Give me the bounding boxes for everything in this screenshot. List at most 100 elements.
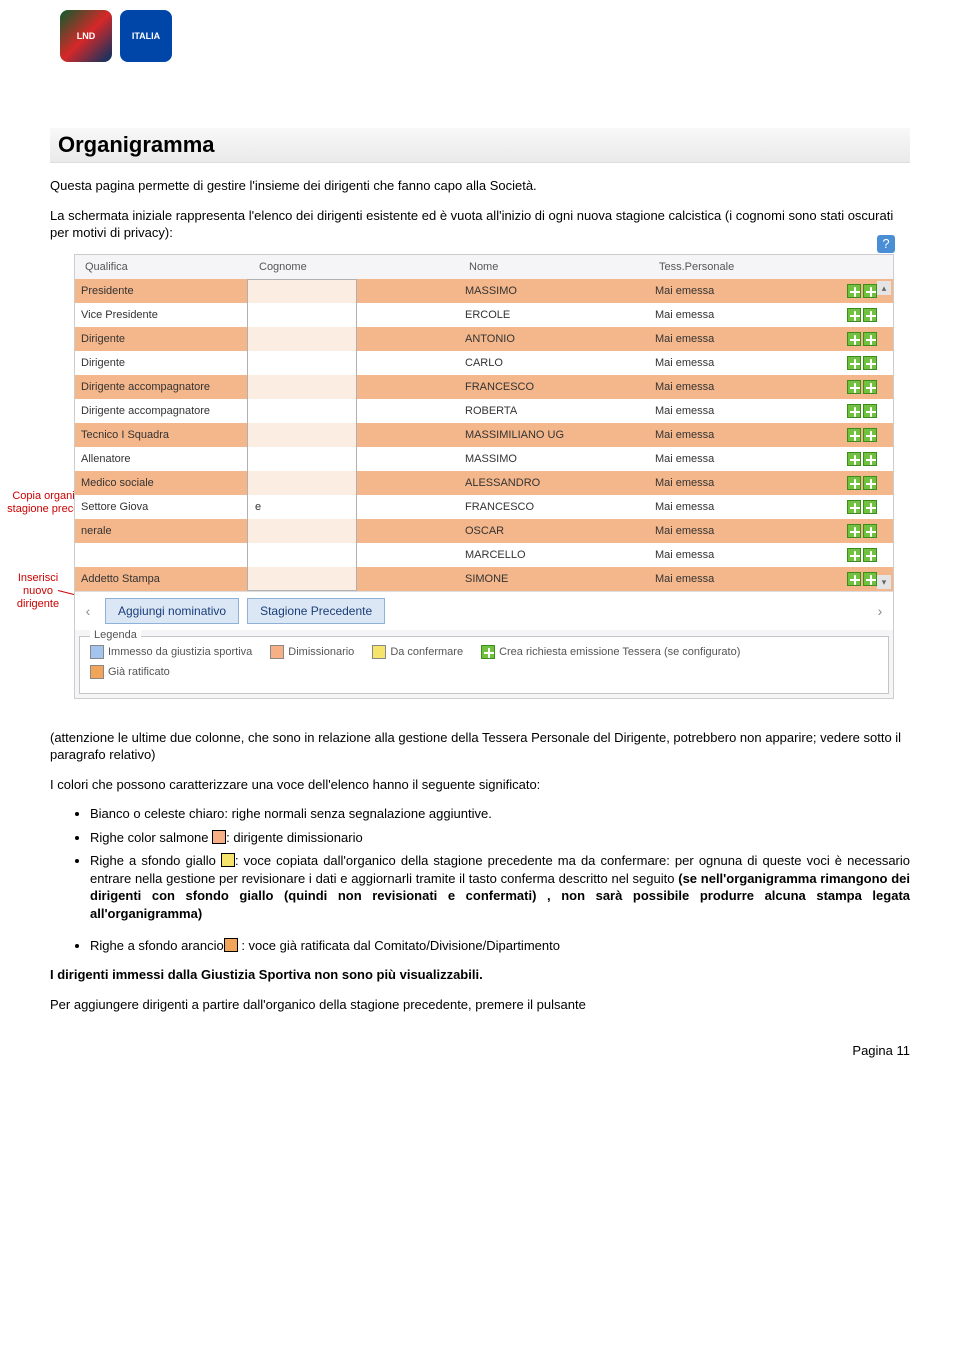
plus-icon[interactable] [863, 524, 877, 538]
plus-icon[interactable] [847, 404, 861, 418]
table-row[interactable]: Vice PresidenteERCOLEMai emessa [75, 303, 893, 327]
plus-icon[interactable] [847, 332, 861, 346]
table-row[interactable]: Settore GiovaeFRANCESCOMai emessa [75, 495, 893, 519]
table-row[interactable]: Dirigente accompagnatoreFRANCESCOMai eme… [75, 375, 893, 399]
intro-1: Questa pagina permette di gestire l'insi… [50, 177, 910, 195]
cell-tess: Mai emessa [655, 477, 825, 489]
scroll-right[interactable]: › [871, 603, 889, 619]
table-header-row: Qualifica Cognome Nome Tess.Personale [75, 255, 893, 279]
color-list: Bianco o celeste chiaro: righe normali s… [90, 805, 910, 954]
plus-icon[interactable] [847, 452, 861, 466]
plus-icon[interactable] [847, 284, 861, 298]
cell-nome: SIMONE [465, 573, 655, 585]
page-title: Organigramma [50, 128, 910, 163]
cell-qualifica: Presidente [75, 285, 255, 297]
cell-tess: Mai emessa [655, 285, 825, 297]
table-row[interactable]: neraleOSCARMai emessa [75, 519, 893, 543]
inline-swatch-orange [224, 938, 238, 952]
plus-icon[interactable] [863, 548, 877, 562]
plus-icon[interactable] [847, 500, 861, 514]
plus-icon[interactable] [847, 380, 861, 394]
header-logos: LND ITALIA [60, 10, 172, 62]
cell-tess: Mai emessa [655, 405, 825, 417]
plus-icon[interactable] [847, 308, 861, 322]
cell-qualifica: Dirigente accompagnatore [75, 405, 255, 417]
table-row[interactable]: Allenatore MASSIMOMai emessa [75, 447, 893, 471]
plus-icon[interactable] [863, 332, 877, 346]
cell-tess: Mai emessa [655, 573, 825, 585]
legend-title: Legenda [90, 629, 141, 641]
table-row[interactable]: Dirigente CARLOMai emessa [75, 351, 893, 375]
plus-icon[interactable] [863, 428, 877, 442]
cell-tess: Mai emessa [655, 309, 825, 321]
cell-nome: ANTONIO [465, 333, 655, 345]
plus-icon[interactable] [863, 284, 877, 298]
cognome-privacy-mask [247, 279, 357, 591]
cell-nome: ERCOLE [465, 309, 655, 321]
cell-qualifica: Addetto Stampa [75, 573, 255, 585]
plus-icon[interactable] [847, 476, 861, 490]
cell-tess: Mai emessa [655, 549, 825, 561]
cell-qualifica: Dirigente [75, 357, 255, 369]
list-item: Righe a sfondo arancio : voce già ratifi… [90, 937, 910, 955]
table-row[interactable]: Dirigente accompagnatore ROBERTAMai emess… [75, 399, 893, 423]
cell-qualifica: Tecnico I Squadra [75, 429, 255, 441]
cell-tess: Mai emessa [655, 453, 825, 465]
help-icon[interactable]: ? [877, 235, 895, 253]
page-number: Pagina 11 [50, 1043, 910, 1058]
cell-nome: MASSIMO [465, 453, 655, 465]
table-row[interactable]: Tecnico I SquadraMASSIMILIANO UGMai emes… [75, 423, 893, 447]
swatch-orange [90, 665, 104, 679]
cell-nome: CARLO [465, 357, 655, 369]
plus-icon[interactable] [847, 548, 861, 562]
plus-icon[interactable] [863, 476, 877, 490]
cell-nome: ALESSANDRO [465, 477, 655, 489]
plus-icon[interactable] [863, 572, 877, 586]
cell-qualifica: Dirigente accompagnatore [75, 381, 255, 393]
screenshot-with-annotations: Copia organico da stagione precedente In… [6, 254, 906, 699]
intro-2: La schermata iniziale rappresenta l'elen… [50, 207, 910, 242]
plus-icon[interactable] [863, 308, 877, 322]
plus-icon[interactable] [847, 572, 861, 586]
cell-qualifica: Settore Giova [75, 501, 255, 513]
cell-tess: Mai emessa [655, 357, 825, 369]
cell-qualifica: Allenatore [75, 453, 255, 465]
aggiungi-nominativo-button[interactable]: Aggiungi nominativo [105, 598, 239, 624]
list-item: Righe color salmone : dirigente dimissio… [90, 829, 910, 847]
plus-icon[interactable] [847, 428, 861, 442]
organigramma-screenshot: ? Qualifica Cognome Nome Tess.Personale … [74, 254, 894, 699]
cell-cognome: e [255, 501, 465, 513]
swatch-yellow [372, 645, 386, 659]
cell-nome: ROBERTA [465, 405, 655, 417]
cell-nome: MASSIMO [465, 285, 655, 297]
buttons-row: ‹ Aggiungi nominativo Stagione Precedent… [75, 591, 893, 630]
table-row[interactable]: Addetto Stampa SIMONEMai emessa [75, 567, 893, 591]
stagione-precedente-button[interactable]: Stagione Precedente [247, 598, 385, 624]
plus-icon[interactable] [863, 452, 877, 466]
cell-nome: FRANCESCO [465, 501, 655, 513]
table-row[interactable]: Presidente MASSIMOMai emessa [75, 279, 893, 303]
cell-qualifica: Medico sociale [75, 477, 255, 489]
plus-icon[interactable] [863, 404, 877, 418]
cell-qualifica: Dirigente [75, 333, 255, 345]
list-item: Bianco o celeste chiaro: righe normali s… [90, 805, 910, 823]
scroll-up[interactable]: ▴ [877, 281, 891, 295]
table-row[interactable]: Medico sociale ALESSANDROMai emessa [75, 471, 893, 495]
paragraph-attention: (attenzione le ultime due colonne, che s… [50, 729, 910, 764]
paragraph-giustizia: I dirigenti immessi dalla Giustizia Spor… [50, 966, 910, 984]
table-row[interactable]: MARCELLOMai emessa [75, 543, 893, 567]
plus-icon[interactable] [847, 524, 861, 538]
cell-nome: MARCELLO [465, 549, 655, 561]
plus-icon[interactable] [863, 500, 877, 514]
lnd-logo: LND [60, 10, 112, 62]
plus-icon[interactable] [863, 380, 877, 394]
scroll-left[interactable]: ‹ [79, 603, 97, 619]
plus-icon[interactable] [847, 356, 861, 370]
plus-icon[interactable] [863, 356, 877, 370]
table-row[interactable]: DirigenteANTONIOMai emessa [75, 327, 893, 351]
cell-nome: OSCAR [465, 525, 655, 537]
col-cognome: Cognome [259, 261, 469, 273]
col-qualifica: Qualifica [79, 261, 259, 273]
cell-tess: Mai emessa [655, 381, 825, 393]
scroll-down[interactable]: ▾ [877, 575, 891, 589]
